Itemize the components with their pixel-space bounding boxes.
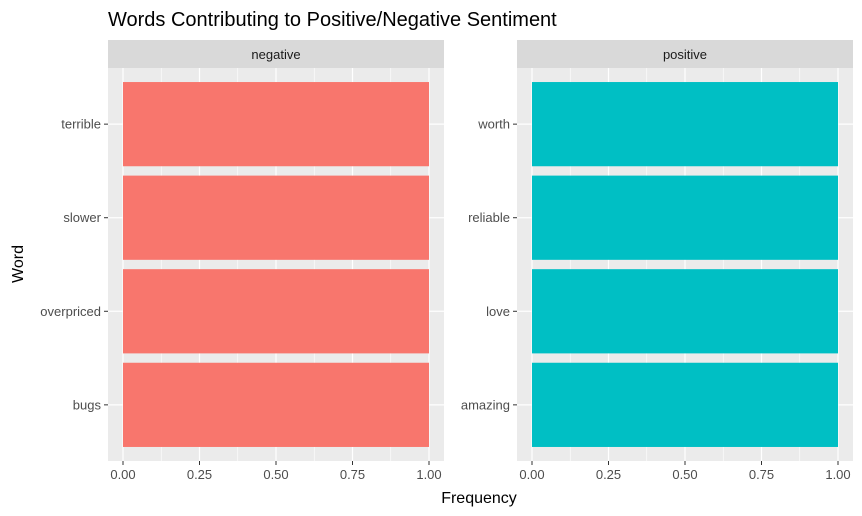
facet-strip-label: negative bbox=[251, 47, 300, 62]
x-axis-title: Frequency bbox=[441, 490, 517, 507]
facet-strip bbox=[517, 40, 853, 68]
facet-panel-negative: negative terrible slower overpriced bugs 0.00… bbox=[40, 40, 444, 482]
y-tick-label: slower bbox=[63, 210, 101, 225]
x-tick-label: 1.00 bbox=[416, 467, 441, 482]
x-tick-label: 0.00 bbox=[110, 467, 135, 482]
x-tick-label: 0.25 bbox=[187, 467, 212, 482]
x-tick-label: 0.50 bbox=[672, 467, 697, 482]
x-tick-label: 1.00 bbox=[825, 467, 850, 482]
bar-bugs bbox=[123, 362, 429, 447]
x-tick-label: 0.00 bbox=[519, 467, 544, 482]
bar-terrible bbox=[123, 82, 429, 167]
y-tick-label: love bbox=[486, 304, 510, 319]
facet-panels: negative terrible slower overpriced bugs 0.00… bbox=[40, 40, 853, 482]
facet-strip bbox=[108, 40, 444, 68]
x-tick-label: 0.25 bbox=[596, 467, 621, 482]
bar-reliable bbox=[532, 175, 838, 260]
y-axis-title: Word bbox=[10, 245, 27, 283]
y-tick-label: amazing bbox=[461, 397, 510, 412]
y-tick-label: overpriced bbox=[40, 304, 101, 319]
bar-slower bbox=[123, 175, 429, 260]
facet-panel-positive: positive worth reliable love amazing 0.00 0.25… bbox=[461, 40, 853, 482]
chart-title: Words Contributing to Positive/Negative … bbox=[108, 9, 557, 31]
x-tick-label: 0.75 bbox=[749, 467, 774, 482]
bar-worth bbox=[532, 82, 838, 167]
bar-amazing bbox=[532, 362, 838, 447]
y-tick-label: reliable bbox=[468, 210, 510, 225]
bar-overpriced bbox=[123, 269, 429, 354]
facet-strip-label: positive bbox=[663, 47, 707, 62]
bar-love bbox=[532, 269, 838, 354]
x-tick-label: 0.50 bbox=[263, 467, 288, 482]
y-tick-label: bugs bbox=[73, 397, 102, 412]
x-tick-label: 0.75 bbox=[340, 467, 365, 482]
y-tick-label: worth bbox=[477, 117, 510, 132]
y-tick-label: terrible bbox=[61, 117, 101, 132]
